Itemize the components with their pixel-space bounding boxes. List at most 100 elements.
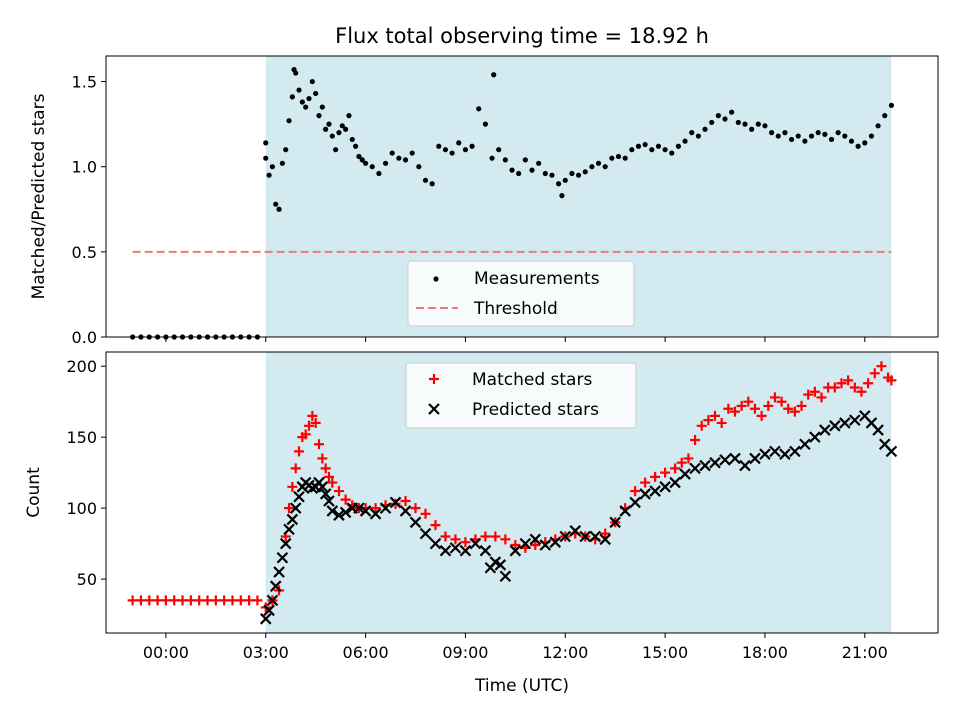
y-axis-label: Count	[24, 467, 44, 518]
data-point	[868, 133, 875, 139]
data-point	[529, 533, 542, 546]
x-tick-label: 21:00	[842, 643, 888, 662]
data-point	[323, 126, 329, 132]
data-point	[489, 155, 495, 161]
data-point	[320, 463, 331, 474]
data-point	[429, 537, 442, 550]
data-point	[479, 544, 492, 557]
data-point	[709, 119, 715, 126]
data-point	[353, 502, 365, 514]
data-point	[862, 140, 868, 146]
data-point	[376, 170, 382, 177]
legend-label-predicted: Predicted stars	[472, 400, 599, 420]
data-point	[683, 453, 694, 464]
data-point	[316, 481, 329, 493]
data-point	[276, 552, 289, 564]
data-point	[286, 118, 292, 124]
data-point	[729, 406, 740, 417]
y-tick-label: 0.0	[72, 328, 97, 347]
data-point	[649, 147, 655, 153]
data-point	[689, 462, 701, 475]
data-point	[876, 361, 887, 372]
data-point	[875, 123, 881, 129]
legend-marker-predicted	[428, 403, 440, 415]
data-point	[742, 121, 748, 127]
data-point	[779, 448, 791, 460]
data-point	[729, 452, 741, 465]
data-point	[359, 157, 365, 163]
data-point	[783, 403, 794, 414]
data-point	[286, 513, 299, 526]
data-point	[252, 595, 263, 606]
data-point	[762, 123, 768, 129]
data-point	[459, 544, 472, 557]
data-point	[776, 396, 787, 407]
data-point	[409, 150, 415, 156]
data-point	[669, 476, 681, 489]
data-point	[869, 368, 880, 379]
data-point	[582, 169, 588, 175]
data-point	[639, 488, 651, 500]
data-point	[559, 530, 572, 543]
data-point	[835, 130, 841, 136]
data-point	[769, 445, 781, 458]
data-point	[422, 177, 429, 183]
data-point	[382, 160, 389, 166]
legend-marker-measurements	[433, 276, 439, 282]
data-point	[456, 140, 462, 146]
data-point	[579, 530, 592, 543]
data-point	[743, 396, 754, 407]
data-point	[702, 126, 708, 132]
y-tick-label: 1.5	[72, 73, 97, 92]
data-point	[719, 454, 731, 466]
data-point	[649, 485, 661, 497]
data-point	[722, 116, 728, 122]
legend-label-matched: Matched stars	[472, 370, 592, 390]
data-point	[293, 70, 299, 76]
data-point	[509, 544, 522, 557]
data-point	[796, 400, 807, 411]
data-point	[635, 143, 642, 149]
data-point	[759, 448, 771, 460]
data-point	[630, 486, 641, 497]
data-point	[294, 446, 305, 457]
data-point	[886, 375, 897, 386]
data-point	[439, 544, 452, 557]
data-point	[723, 403, 734, 414]
y-tick-label: 200	[66, 357, 97, 376]
data-point	[510, 540, 521, 551]
data-point	[829, 420, 841, 432]
data-point	[839, 417, 851, 429]
data-point	[336, 130, 342, 136]
data-point	[269, 164, 275, 170]
data-point	[309, 78, 315, 85]
data-point	[269, 580, 282, 592]
data-point	[287, 481, 298, 492]
data-point	[419, 527, 432, 540]
y-tick-label: 0.5	[72, 243, 97, 262]
x-tick-label: 06:00	[343, 643, 389, 662]
data-point	[819, 424, 831, 436]
data-point	[266, 172, 272, 178]
data-point	[615, 153, 622, 160]
data-point	[769, 392, 780, 403]
data-point	[263, 155, 269, 161]
data-point	[460, 537, 471, 548]
data-point	[655, 143, 662, 149]
data-point	[416, 164, 422, 170]
data-point	[273, 566, 285, 578]
data-point	[329, 133, 335, 139]
data-point	[289, 502, 302, 514]
data-point	[735, 119, 741, 126]
data-point	[609, 155, 615, 161]
data-point	[273, 201, 279, 207]
x-tick-label: 15:00	[642, 643, 688, 662]
data-point	[339, 506, 352, 519]
data-point	[602, 164, 608, 170]
y-tick-label: 150	[66, 428, 97, 447]
data-point	[283, 523, 295, 536]
data-point	[659, 481, 671, 493]
data-point	[440, 531, 451, 542]
data-point	[710, 410, 721, 421]
